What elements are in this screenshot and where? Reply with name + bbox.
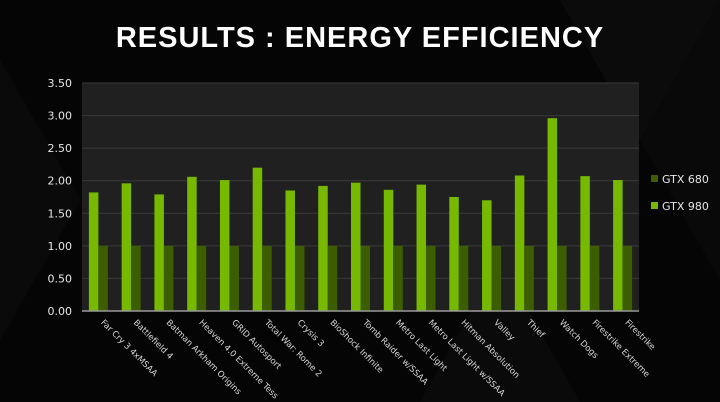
bar-group <box>154 194 174 311</box>
legend-item: GTX 680 <box>651 173 709 186</box>
bar-gtx-980 <box>285 190 295 311</box>
bar-group <box>416 184 436 311</box>
legend-label: GTX 980 <box>662 200 709 213</box>
bar-gtx-980 <box>318 185 328 311</box>
y-tick-label: 1.50 <box>48 207 73 220</box>
bar-group <box>351 182 370 311</box>
y-tick-label: 0.00 <box>48 305 73 318</box>
bar-gtx-680 <box>491 245 502 311</box>
bar-gtx-680 <box>163 245 174 311</box>
bar-gtx-980 <box>547 118 558 311</box>
bar-group <box>318 185 338 311</box>
bar-gtx-980 <box>416 184 427 311</box>
legend-swatch <box>651 202 658 209</box>
bar-group <box>449 197 469 311</box>
y-tick-label: 1.00 <box>48 240 73 253</box>
bar-group <box>252 167 272 311</box>
bar-gtx-680 <box>229 245 239 311</box>
y-tick-label: 0.50 <box>48 272 73 285</box>
legend-label: GTX 680 <box>662 173 709 186</box>
bar-gtx-680 <box>458 245 469 311</box>
legend-item: GTX 980 <box>651 200 709 213</box>
bar-gtx-680 <box>524 245 534 311</box>
bar-group <box>285 190 305 311</box>
bar-gtx-980 <box>88 192 99 311</box>
y-tick-label: 3.50 <box>48 77 73 90</box>
bar-gtx-980 <box>351 182 361 311</box>
bar-gtx-680 <box>262 245 272 311</box>
legend-swatch <box>651 175 658 182</box>
bar-gtx-980 <box>121 183 132 311</box>
bar-gtx-980 <box>514 175 525 311</box>
x-tick-label: Total War: Rome 2 <box>261 317 323 379</box>
bar-group <box>613 180 633 311</box>
bar-group <box>219 180 239 311</box>
x-tick-label: Crysis 3 <box>295 318 326 349</box>
bar-group <box>580 176 600 311</box>
bar-gtx-680 <box>360 245 370 311</box>
x-tick-label: Valley <box>491 318 516 343</box>
page-title: RESULTS : ENERGY EFFICIENCY <box>115 22 605 54</box>
bar-gtx-980 <box>219 180 230 311</box>
bar-group <box>482 200 502 311</box>
bar-gtx-680 <box>393 245 403 311</box>
bar-gtx-680 <box>196 245 207 311</box>
bar-gtx-680 <box>294 245 305 311</box>
y-tick-label: 2.50 <box>48 142 73 155</box>
bar-gtx-680 <box>98 245 108 311</box>
x-tick-label: Firestrike Extreme <box>590 318 652 380</box>
bar-gtx-980 <box>482 200 492 311</box>
x-tick-label: Far Cry 3 4xMSAA <box>98 318 159 379</box>
bar-group <box>121 183 141 311</box>
bar-group <box>547 118 567 311</box>
bar-gtx-980 <box>252 167 263 311</box>
bar-gtx-980 <box>383 189 394 311</box>
bar-group <box>383 189 403 311</box>
x-tick-label: Firestrike <box>622 318 656 352</box>
x-tick-label: Thief <box>523 317 546 340</box>
bar-group <box>514 175 534 311</box>
y-tick-label: 2.00 <box>48 175 73 188</box>
bar-group <box>187 176 207 311</box>
bar-gtx-680 <box>131 245 141 311</box>
bar-gtx-980 <box>154 194 164 311</box>
x-tick-label: Hitman Absolution <box>459 318 522 381</box>
bar-gtx-980 <box>580 176 590 311</box>
bar-gtx-680 <box>327 245 338 311</box>
y-tick-label: 3.00 <box>48 110 73 123</box>
bar-group <box>88 192 108 311</box>
bar-gtx-680 <box>557 245 567 311</box>
bar-gtx-980 <box>187 176 197 311</box>
bar-gtx-680 <box>426 245 436 311</box>
bar-gtx-980 <box>613 180 623 311</box>
bar-gtx-680 <box>589 245 600 311</box>
bar-gtx-680 <box>622 245 633 311</box>
bar-gtx-980 <box>449 197 459 311</box>
